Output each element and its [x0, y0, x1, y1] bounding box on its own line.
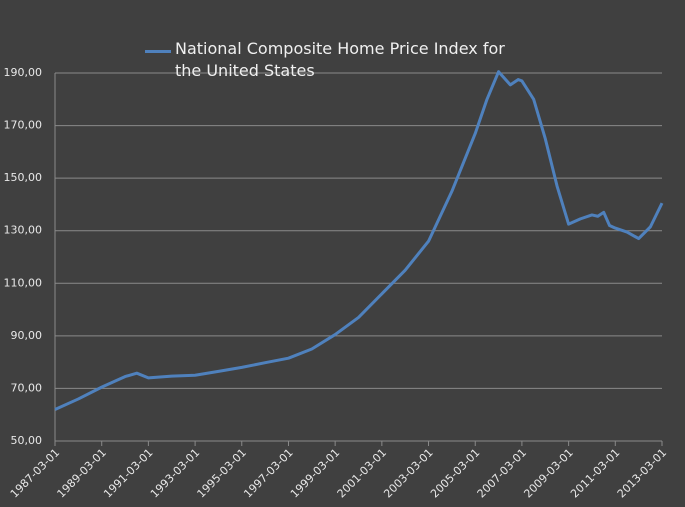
x-tick-label: 2009-03-01: [521, 446, 575, 500]
x-tick-label: 2005-03-01: [428, 446, 482, 500]
y-tick-label: 170,00: [4, 119, 43, 132]
y-tick-label: 90,00: [11, 329, 43, 342]
x-tick-label: 2007-03-01: [475, 446, 529, 500]
y-tick-label: 130,00: [4, 224, 43, 237]
x-tick-label: 1989-03-01: [55, 446, 109, 500]
x-tick-label: 2011-03-01: [568, 446, 622, 500]
x-tick-label: 1987-03-01: [8, 446, 62, 500]
x-tick-label: 2001-03-01: [335, 446, 389, 500]
x-tick-label: 1991-03-01: [101, 446, 155, 500]
legend-label: National Composite Home Price Index for …: [175, 39, 505, 80]
x-tick-label: 1997-03-01: [241, 446, 295, 500]
legend: National Composite Home Price Index for …: [145, 38, 525, 82]
x-tick-label: 1999-03-01: [288, 446, 342, 500]
y-tick-label: 190,00: [4, 66, 43, 79]
series-line: [54, 70, 664, 411]
x-tick-label: 2003-03-01: [381, 446, 435, 500]
x-tick-label: 2013-03-01: [615, 446, 669, 500]
legend-swatch: [145, 50, 171, 53]
y-tick-label: 150,00: [4, 171, 43, 184]
y-tick-label: 70,00: [11, 381, 43, 394]
y-tick-label: 110,00: [4, 276, 43, 289]
x-tick-label: 1995-03-01: [195, 446, 249, 500]
x-tick-label: 1993-03-01: [148, 446, 202, 500]
y-tick-label: 50,00: [11, 434, 43, 447]
